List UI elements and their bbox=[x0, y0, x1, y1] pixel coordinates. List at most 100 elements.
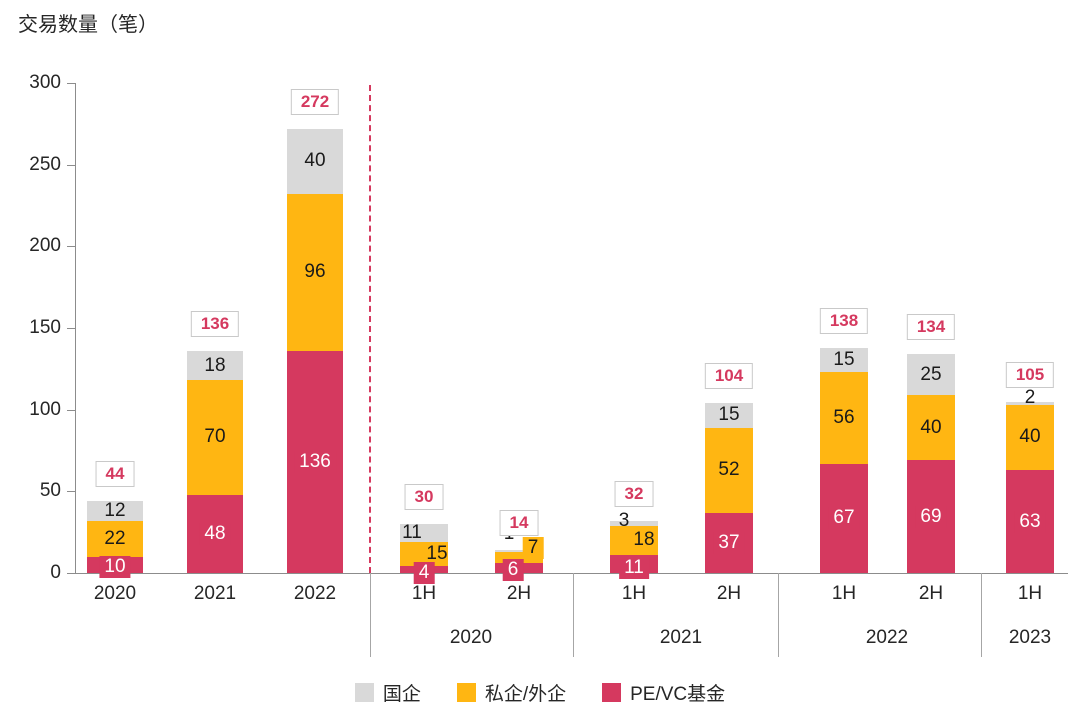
bar-segment-value-pevc: 37 bbox=[713, 531, 745, 554]
legend-label-soe: 国企 bbox=[382, 684, 421, 705]
bar-total-label: 14 bbox=[499, 510, 539, 537]
bar-total-label: 136 bbox=[190, 310, 240, 337]
bar-segment-soe bbox=[610, 520, 658, 526]
y-tick-mark bbox=[67, 328, 75, 329]
soe-swatch-icon bbox=[354, 683, 374, 702]
bar-segment-soe bbox=[907, 354, 955, 395]
legend-label-private: 私企/外企 bbox=[484, 684, 567, 705]
bar-segment-value-pevc: 10 bbox=[99, 555, 131, 578]
bar-segment-private bbox=[705, 427, 753, 513]
x-group-label: 2023 bbox=[1008, 627, 1052, 648]
x-tick-label: 1H bbox=[621, 583, 647, 604]
y-tick-label: 0 bbox=[50, 562, 61, 583]
bar-segment-private bbox=[87, 520, 143, 557]
bar-segment-soe bbox=[87, 501, 143, 521]
bar-segment-value-pevc: 4 bbox=[413, 561, 435, 584]
y-tick-mark bbox=[67, 409, 75, 411]
bar-segment-value-pevc: 11 bbox=[619, 557, 649, 580]
bar-segment-soe bbox=[187, 350, 243, 381]
bar-segment-value-pevc: 67 bbox=[828, 507, 860, 530]
bar-segment-value-private: 70 bbox=[204, 426, 226, 448]
private-swatch-icon bbox=[456, 683, 476, 702]
bar-segment-value-soe: 3 bbox=[618, 510, 630, 532]
bar-segment-value-private: 7 bbox=[522, 537, 544, 560]
y-tick-label: 100 bbox=[29, 398, 61, 420]
bar-segment-value-pevc: 63 bbox=[1014, 510, 1046, 533]
x-tick-label: 2021 bbox=[193, 583, 237, 604]
bar-segment-value-private: 40 bbox=[920, 416, 942, 438]
group-divider bbox=[778, 573, 779, 657]
y-tick-mark bbox=[67, 246, 75, 248]
legend-item-private: 私企/外企 bbox=[456, 679, 567, 706]
group-divider bbox=[981, 573, 982, 657]
bar-segment-value-private: 40 bbox=[1019, 426, 1041, 448]
bar-total-label: 30 bbox=[404, 484, 444, 510]
bar-segment-soe bbox=[287, 128, 343, 195]
x-group-label: 2021 bbox=[659, 627, 703, 648]
bar-segment-value-soe: 11 bbox=[402, 521, 422, 543]
y-tick-label: 250 bbox=[29, 153, 61, 175]
x-tick-label: 2H bbox=[506, 583, 532, 604]
bar-segment-value-soe: 15 bbox=[833, 348, 855, 370]
bar-segment-private bbox=[287, 194, 343, 351]
annual-halfyear-separator bbox=[369, 85, 371, 573]
bar-total-label: 138 bbox=[819, 307, 869, 334]
bar-segment-soe bbox=[495, 550, 543, 552]
bar-segment-soe bbox=[820, 347, 868, 373]
y-tick-label: 200 bbox=[29, 235, 61, 257]
bar-segment-private bbox=[907, 394, 955, 461]
legend-label-pevc: PE/VC基金 bbox=[630, 684, 726, 705]
x-tick-label: 2022 bbox=[293, 583, 337, 604]
bar-segment-private bbox=[820, 372, 868, 464]
x-tick-label: 1H bbox=[831, 583, 857, 604]
bar-segment-private bbox=[610, 525, 658, 556]
x-axis-line bbox=[75, 573, 1068, 574]
group-divider bbox=[370, 573, 371, 657]
legend: 国企 私企/外企 PE/VC基金 bbox=[0, 679, 1080, 706]
bar-segment-private bbox=[495, 551, 543, 564]
bar-segment-value-private: 15 bbox=[426, 543, 448, 565]
legend-item-pevc: PE/VC基金 bbox=[602, 679, 725, 706]
bar-segment-value-pevc: 48 bbox=[199, 522, 231, 545]
bar-segment-value-soe: 2 bbox=[1024, 387, 1036, 409]
bar-segment-value-soe: 12 bbox=[104, 499, 126, 521]
bar-segment-soe bbox=[400, 524, 448, 542]
bar-total-label: 134 bbox=[906, 314, 956, 341]
x-tick-label: 2H bbox=[716, 583, 742, 604]
bar-total-label: 32 bbox=[614, 480, 654, 507]
y-tick-label: 50 bbox=[39, 480, 61, 502]
bar-segment-private bbox=[187, 380, 243, 495]
y-tick-label: 300 bbox=[29, 72, 61, 93]
x-group-label: 2020 bbox=[449, 627, 493, 648]
bar-total-label: 44 bbox=[95, 461, 135, 488]
y-tick-mark bbox=[67, 164, 75, 166]
bar-segment-value-soe: 25 bbox=[920, 363, 942, 385]
y-tick-mark bbox=[67, 573, 75, 574]
y-axis-line bbox=[75, 83, 76, 573]
bar-segment-value-private: 96 bbox=[304, 261, 326, 283]
bar-segment-private bbox=[1006, 404, 1054, 471]
y-tick-label: 150 bbox=[29, 317, 61, 338]
y-tick-mark bbox=[67, 83, 75, 84]
bar-segment-value-private: 52 bbox=[718, 459, 740, 481]
bar-segment-value-pevc: 136 bbox=[294, 450, 336, 473]
bar-segment-value-soe: 18 bbox=[204, 354, 226, 376]
x-tick-label: 2020 bbox=[93, 583, 137, 604]
pevc-swatch-icon bbox=[602, 683, 622, 702]
bar-total-label: 272 bbox=[290, 88, 340, 115]
bar-segment-soe bbox=[705, 403, 753, 428]
x-tick-label: 2H bbox=[918, 583, 944, 604]
bar-segment-soe bbox=[1006, 401, 1054, 405]
x-tick-label: 1H bbox=[411, 583, 437, 604]
chart-title: 交易数量（笔） bbox=[18, 14, 158, 36]
bar-total-label: 104 bbox=[704, 363, 754, 390]
x-group-label: 2022 bbox=[865, 627, 909, 648]
y-tick-mark bbox=[67, 491, 75, 493]
bar-segment-value-private: 56 bbox=[833, 406, 855, 428]
bar-segment-value-pevc: 6 bbox=[502, 559, 524, 582]
legend-item-soe: 国企 bbox=[354, 679, 421, 706]
group-divider bbox=[573, 573, 574, 657]
bar-segment-value-soe: 15 bbox=[718, 404, 740, 426]
